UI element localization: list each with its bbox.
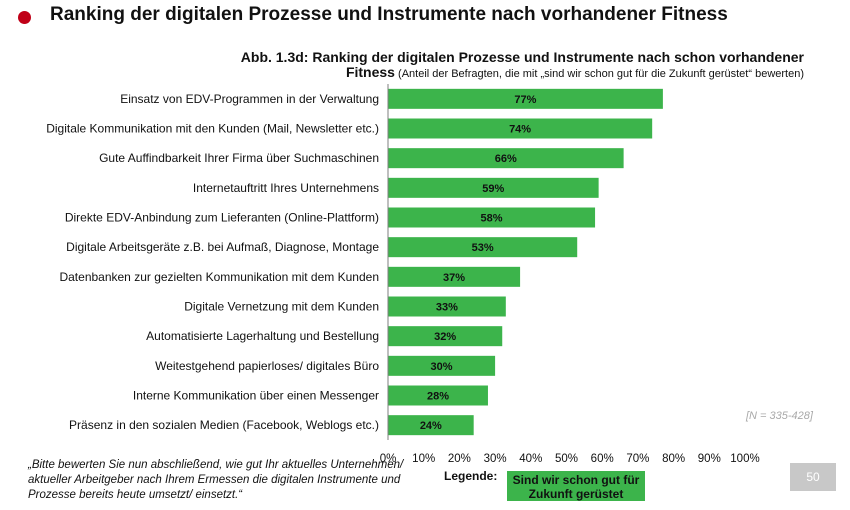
survey-question: „Bitte bewerten Sie nun abschließend, wi… [28, 459, 404, 501]
x-tick-label: 20% [448, 453, 471, 465]
category-label: Digitale Kommunikation mit den Kunden (M… [46, 122, 379, 136]
bar-value-label: 24% [420, 420, 442, 432]
figure-subtitle: Fitness (Anteil der Befragten, die mit „… [346, 64, 804, 80]
bar-value-label: 66% [495, 153, 517, 165]
bar [388, 88, 663, 109]
legend-item: Sind wir schon gut für Zukunft gerüstet [507, 471, 645, 501]
bar-value-label: 59% [482, 183, 504, 195]
bar-value-label: 28% [427, 391, 449, 403]
category-label: Digitale Arbeitsgeräte z.B. bei Aufmaß, … [66, 240, 379, 254]
category-label: Datenbanken zur gezielten Kommunikation … [59, 270, 379, 284]
bar-value-label: 32% [434, 331, 456, 343]
bar [388, 296, 506, 317]
figure-title: Abb. 1.3d: Ranking der digitalen Prozess… [240, 49, 804, 65]
legend-label: Legende: [444, 469, 498, 483]
bar [388, 118, 653, 139]
x-tick-label: 40% [519, 453, 542, 465]
bar-value-label: 74% [509, 124, 531, 136]
x-tick-label: 100% [730, 453, 759, 465]
category-label: Einsatz von EDV-Programmen in der Verwal… [120, 92, 379, 106]
x-tick-label: 90% [698, 453, 721, 465]
category-label: Internetauftritt Ihres Unternehmens [193, 181, 379, 195]
bar-value-label: 77% [514, 94, 536, 106]
bar-value-label: 58% [481, 213, 503, 225]
x-tick-label: 10% [412, 453, 435, 465]
figure-subtitle-strong: Fitness [345, 64, 395, 80]
bar-value-label: 33% [436, 302, 458, 314]
x-tick-label: 30% [484, 453, 507, 465]
bar [388, 237, 578, 258]
title-bullet [18, 11, 31, 24]
figure-subtitle-note: (Anteil der Befragten, die mit „sind wir… [394, 68, 804, 80]
category-label: Automatisierte Lagerhaltung und Bestellu… [146, 329, 379, 343]
sample-size-note: [N = 335-428] [746, 410, 813, 422]
bar [388, 266, 521, 287]
bar [388, 326, 503, 347]
x-tick-label: 70% [626, 453, 649, 465]
page-title: Ranking der digitalen Prozesse und Instr… [50, 4, 728, 25]
bar-value-label: 30% [431, 361, 453, 373]
category-label: Direkte EDV-Anbindung zum Lieferanten (O… [65, 211, 379, 225]
bar [388, 148, 624, 169]
category-label: Interne Kommunikation über einen Messeng… [133, 389, 379, 403]
bar [388, 415, 474, 436]
bar [388, 207, 596, 228]
category-label: Weitestgehend papierloses/ digitales Bür… [155, 359, 379, 373]
bar [388, 385, 488, 406]
bar [388, 177, 599, 198]
x-tick-label: 80% [662, 453, 685, 465]
bar [388, 355, 496, 376]
page-number: 50 [790, 463, 836, 491]
category-label: Digitale Vernetzung mit dem Kunden [184, 300, 379, 314]
x-tick-label: 50% [555, 453, 578, 465]
category-label: Präsenz in den sozialen Medien (Facebook… [69, 418, 379, 432]
bar-value-label: 53% [472, 242, 494, 254]
x-tick-label: 60% [591, 453, 614, 465]
category-label: Gute Auffindbarkeit Ihrer Firma über Suc… [99, 151, 379, 165]
x-tick-label: 0% [380, 453, 397, 465]
bar-value-label: 37% [443, 272, 465, 284]
